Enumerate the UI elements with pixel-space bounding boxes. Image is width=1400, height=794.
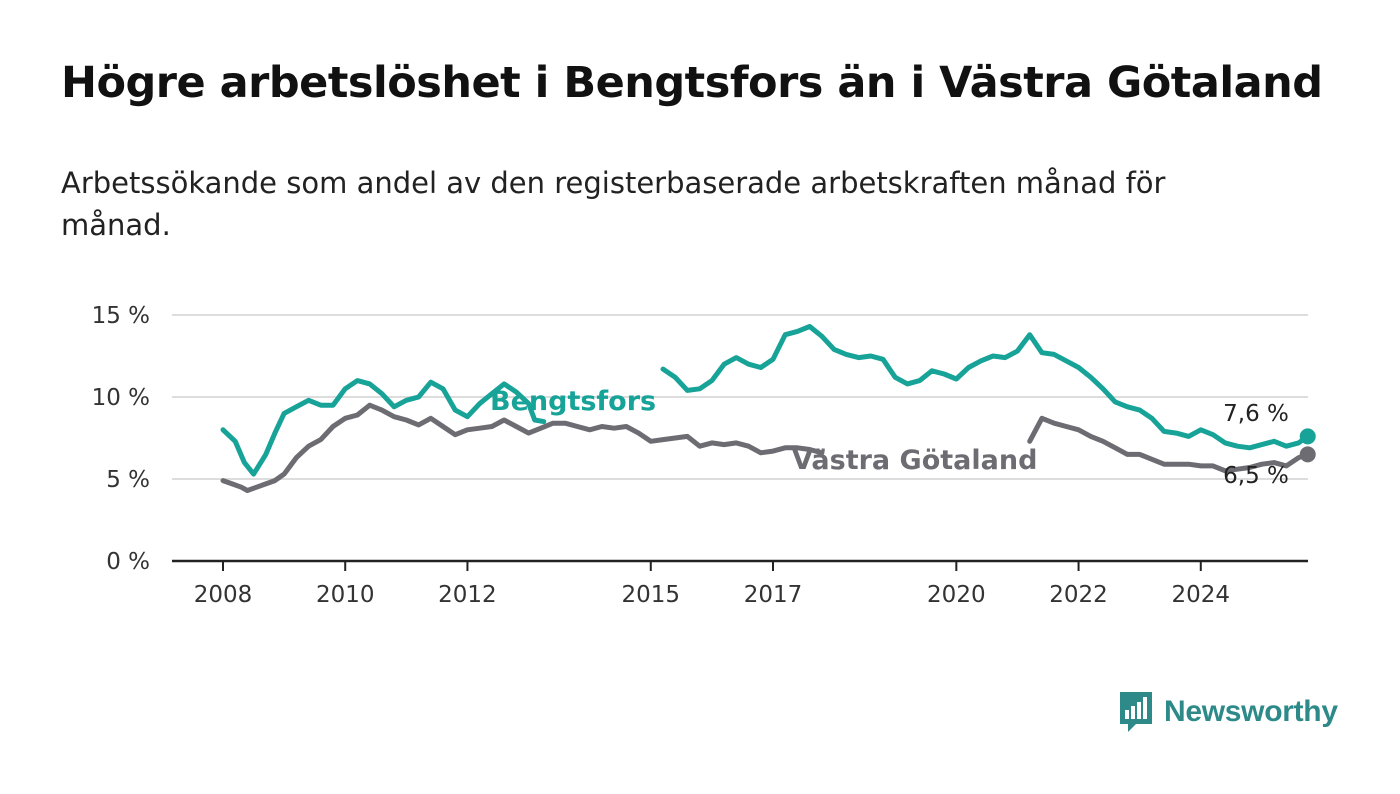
end-marker-vastra-gotaland — [1299, 446, 1316, 463]
end-marker-bengtsfors — [1299, 428, 1316, 445]
series-line-bengtsfors — [220, 378, 547, 477]
y-tick-label: 15 % — [92, 303, 150, 329]
series-line-vastra-gotaland — [1027, 415, 1311, 474]
x-tick-label: 2012 — [438, 582, 497, 608]
x-tick-label: 2022 — [1049, 582, 1108, 608]
series-line-vastra-gotaland — [220, 402, 825, 493]
y-tick-label: 0 % — [106, 549, 150, 575]
series-lines — [220, 324, 1311, 493]
chart-subtitle: Arbetssökande som andel av den registerb… — [61, 166, 1166, 242]
y-axis: 0 % 5 % 10 % 15 % — [92, 303, 150, 575]
series-labels: Bengtsfors Västra Götaland — [490, 386, 1037, 476]
x-tick-label: 2015 — [622, 582, 681, 608]
newsworthy-logo: Newsworthy — [1118, 690, 1338, 734]
newsworthy-chart-icon — [1120, 692, 1152, 732]
grid-lines — [172, 314, 1308, 480]
x-tick-label: 2010 — [316, 582, 375, 608]
chart-title: Högre arbetslöshet i Bengtsfors än i Väs… — [61, 58, 1323, 108]
logo-text: Newsworthy — [1164, 695, 1338, 728]
series-label-vastra-gotaland: Västra Götaland — [792, 445, 1037, 476]
x-tick-label: 2020 — [927, 582, 986, 608]
series-label-bengtsfors: Bengtsfors — [490, 386, 656, 417]
series-line-bengtsfors — [660, 324, 1311, 451]
end-value-vastra-gotaland: 6,5 % — [1223, 463, 1289, 489]
end-value-bengtsfors: 7,6 % — [1223, 401, 1289, 427]
y-tick-label: 10 % — [92, 385, 150, 411]
x-axis: 2008 2010 2012 2015 2017 2020 2022 2024 — [194, 561, 1230, 608]
end-labels: 7,6 % 6,5 % — [1223, 401, 1289, 489]
end-markers — [1299, 428, 1316, 463]
x-tick-label: 2024 — [1172, 582, 1231, 608]
y-tick-label: 5 % — [106, 467, 150, 493]
x-tick-label: 2017 — [744, 582, 803, 608]
x-tick-label: 2008 — [194, 582, 253, 608]
